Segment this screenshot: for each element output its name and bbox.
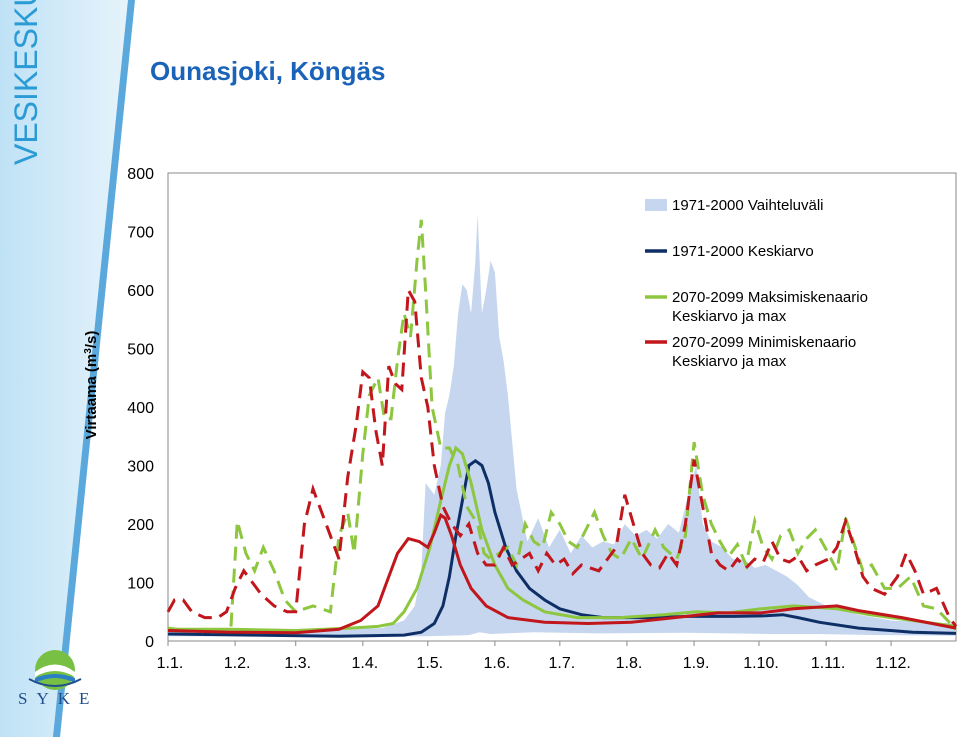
legend-entry: 2070-2099 Maksimiskenaario Keskiarvo ja m… [645, 289, 868, 325]
y-tick-label: 200 [127, 517, 154, 534]
y-tick-label: 700 [127, 225, 154, 242]
x-tick-label: 1.4. [351, 655, 378, 672]
series-line-max-scenario-mean [168, 445, 957, 633]
series-band-range [168, 213, 956, 637]
legend-entry: 1971-2000 Keskiarvo [645, 243, 814, 260]
slide-title: Ounasjoki, Köngäs [150, 56, 386, 86]
legend-label: 1971-2000 Keskiarvo [672, 243, 814, 260]
legend-entry: 2070-2099 Minimiskenaario Keskiarvo ja ma… [645, 334, 856, 370]
y-axis-label: Virtaama (m3/s) [83, 331, 101, 440]
x-tick-label: 1.5. [416, 655, 443, 672]
x-tick-label: 1.12. [875, 655, 911, 672]
sidebar-background [0, 0, 135, 737]
x-tick-label: 1.11. [811, 655, 845, 672]
legend-swatch [645, 199, 667, 211]
y-tick-label: 100 [127, 576, 154, 593]
series-line-max-scenario-max [167, 219, 958, 634]
syke-logo-text: SYKE [18, 689, 99, 708]
series-line-mean-1971-2000 [167, 458, 957, 638]
y-tick-label: 400 [127, 400, 154, 417]
brand-sidebar: VESIKESKUS SYKE [0, 0, 140, 737]
legend-label: 2070-2099 Minimiskenaario [672, 334, 856, 351]
x-tick-label: 1.2. [224, 655, 251, 672]
legend-label: Keskiarvo ja max [672, 353, 787, 370]
legend-entry: 1971-2000 Vaihteluväli [645, 197, 824, 214]
y-tick-label: 800 [127, 166, 154, 183]
syke-logo-icon [28, 650, 82, 690]
series-line-min-scenario-max [166, 284, 958, 628]
legend-label: 2070-2099 Maksimiskenaario [672, 289, 868, 306]
x-tick-label: 1.6. [484, 655, 511, 672]
x-tick-label: 1.7. [548, 655, 575, 672]
x-tick-label: 1.9. [683, 655, 710, 672]
y-tick-label: 0 [145, 634, 154, 651]
y-tick-label: 500 [127, 342, 154, 359]
x-tick-label: 1.10. [743, 655, 779, 672]
x-tick-label: 1.8. [616, 655, 643, 672]
series-line-min-scenario-mean [167, 512, 957, 635]
y-tick-label: 600 [127, 283, 154, 300]
x-tick-label: 1.1. [157, 655, 184, 672]
x-tick-label: 1.3. [284, 655, 311, 672]
legend-label: 1971-2000 Vaihteluväli [672, 197, 824, 214]
y-tick-label: 300 [127, 459, 154, 476]
legend-label: Keskiarvo ja max [672, 308, 787, 325]
